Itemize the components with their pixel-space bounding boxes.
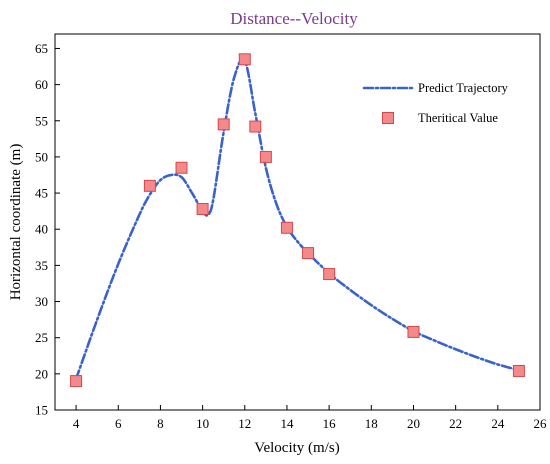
theoretical-value-marker (512, 364, 525, 377)
theoretical-value-marker (196, 202, 209, 215)
y-tick-label: 15 (35, 403, 48, 418)
y-tick-label: 25 (35, 330, 48, 345)
chart-title: Distance--Velocity (230, 9, 358, 28)
x-tick-label: 16 (323, 416, 337, 431)
theoretical-value-marker (407, 325, 420, 338)
y-tick-label: 30 (35, 294, 48, 309)
theoretical-value-marker (175, 161, 188, 174)
y-tick-label: 55 (35, 113, 48, 128)
x-tick-label: 20 (407, 416, 420, 431)
y-tick-label: 35 (35, 258, 48, 273)
theoretical-value-marker (143, 179, 156, 192)
predict-trajectory-line (74, 57, 521, 381)
legend-label-predict-trajectory: Predict Trajectory (418, 81, 509, 95)
x-tick-label: 22 (449, 416, 462, 431)
y-tick-label: 50 (35, 149, 48, 164)
series-layer (70, 53, 525, 388)
theoretical-value-marker (280, 221, 293, 234)
x-tick-label: 18 (365, 416, 378, 431)
x-tick-label: 10 (196, 416, 209, 431)
theoretical-value-marker (238, 53, 251, 66)
legend-marker-swatch (382, 112, 394, 124)
legend: Predict Trajectory Theritical Value (362, 81, 509, 125)
x-tick-label: 6 (115, 416, 122, 431)
y-axis-label: Horizontal coordinate (m) (8, 144, 24, 301)
theoretical-value-marker (70, 375, 83, 388)
y-axis-ticks: 15 20 25 30 35 40 45 50 55 60 65 (35, 41, 60, 418)
x-tick-label: 14 (280, 416, 294, 431)
plot-frame (54, 33, 541, 411)
y-tick-label: 65 (35, 41, 48, 56)
y-tick-label: 45 (35, 186, 48, 201)
x-tick-label: 26 (534, 416, 548, 431)
y-tick-label: 40 (35, 222, 48, 237)
x-tick-label: 24 (491, 416, 505, 431)
legend-label-theoretical-value: Theritical Value (418, 111, 498, 125)
x-axis-ticks: 4 6 8 10 12 14 16 18 20 22 24 26 (73, 405, 547, 431)
theoretical-value-marker (323, 268, 336, 281)
theoretical-value-marker (217, 118, 230, 131)
y-tick-label: 20 (35, 366, 48, 381)
x-tick-label: 4 (73, 416, 80, 431)
y-tick-label: 60 (35, 77, 48, 92)
theoretical-value-marker (249, 120, 262, 133)
x-tick-label: 8 (157, 416, 164, 431)
theoretical-value-marker (259, 150, 272, 163)
x-axis-label: Velocity (m/s) (254, 440, 339, 456)
theoretical-value-marker (302, 247, 315, 260)
x-tick-label: 12 (238, 416, 251, 431)
